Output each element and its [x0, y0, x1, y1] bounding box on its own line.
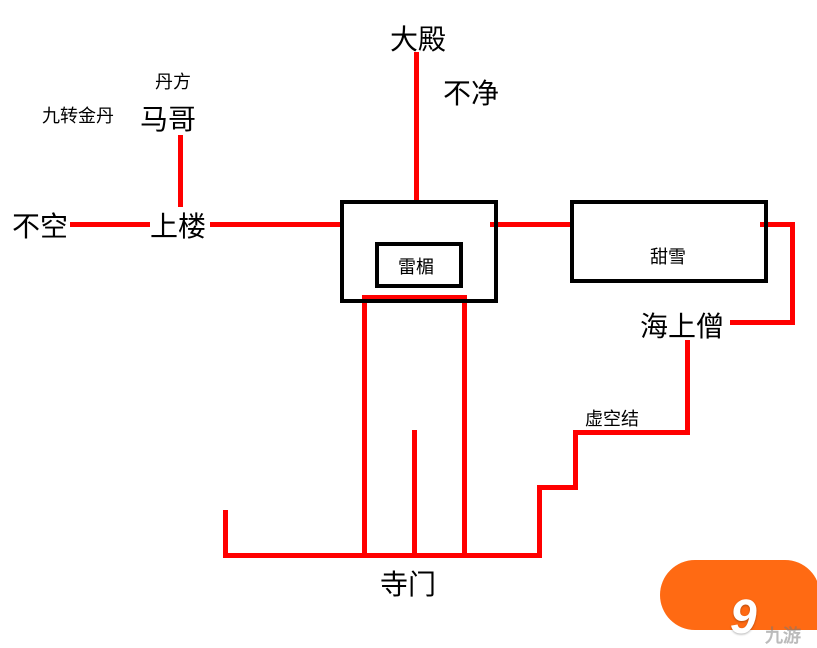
- line-shanglou-center: [210, 222, 340, 227]
- line-bukong-shanglou: [70, 222, 150, 227]
- label-shanglou: 上楼: [150, 205, 206, 245]
- line-mid-vert: [412, 430, 417, 558]
- label-mage: 马哥: [140, 98, 196, 138]
- line-center-right: [490, 222, 570, 227]
- label-simen: 寺门: [380, 563, 436, 603]
- line-step-v2: [537, 485, 542, 558]
- line-bottom-left-stub: [223, 510, 228, 558]
- line-dadian-down: [414, 52, 419, 200]
- label-bujing: 不净: [443, 72, 499, 112]
- watermark-logo-text: 9: [730, 590, 757, 645]
- label-xukong: 虚空结: [585, 405, 639, 431]
- label-haishang: 海上僧: [640, 305, 724, 345]
- line-far-right-down: [790, 222, 795, 325]
- line-bottom-main: [223, 553, 542, 558]
- line-haishang-down: [685, 340, 690, 435]
- line-step-v1: [573, 430, 578, 490]
- label-danfang: 丹方: [155, 68, 191, 94]
- line-mage-shanglou: [178, 135, 183, 207]
- watermark-cn-text: 九游: [765, 622, 801, 648]
- label-leimei: 雷楣: [398, 253, 434, 279]
- diagram-canvas: 大殿 不净 丹方 九转金丹 马哥 不空 上楼 雷楣 甜雪 海上僧 虚空结 寺门 …: [0, 0, 817, 648]
- line-step-h2: [537, 485, 578, 490]
- box-right: [570, 200, 768, 283]
- line-center-down-b: [462, 295, 467, 558]
- label-tianxue: 甜雪: [650, 243, 686, 269]
- label-jiuzhuan: 九转金丹: [42, 102, 114, 128]
- label-dadian: 大殿: [390, 18, 446, 58]
- label-bukong: 不空: [12, 205, 68, 245]
- line-far-to-haishang: [730, 320, 795, 325]
- line-center-down-a: [362, 295, 367, 558]
